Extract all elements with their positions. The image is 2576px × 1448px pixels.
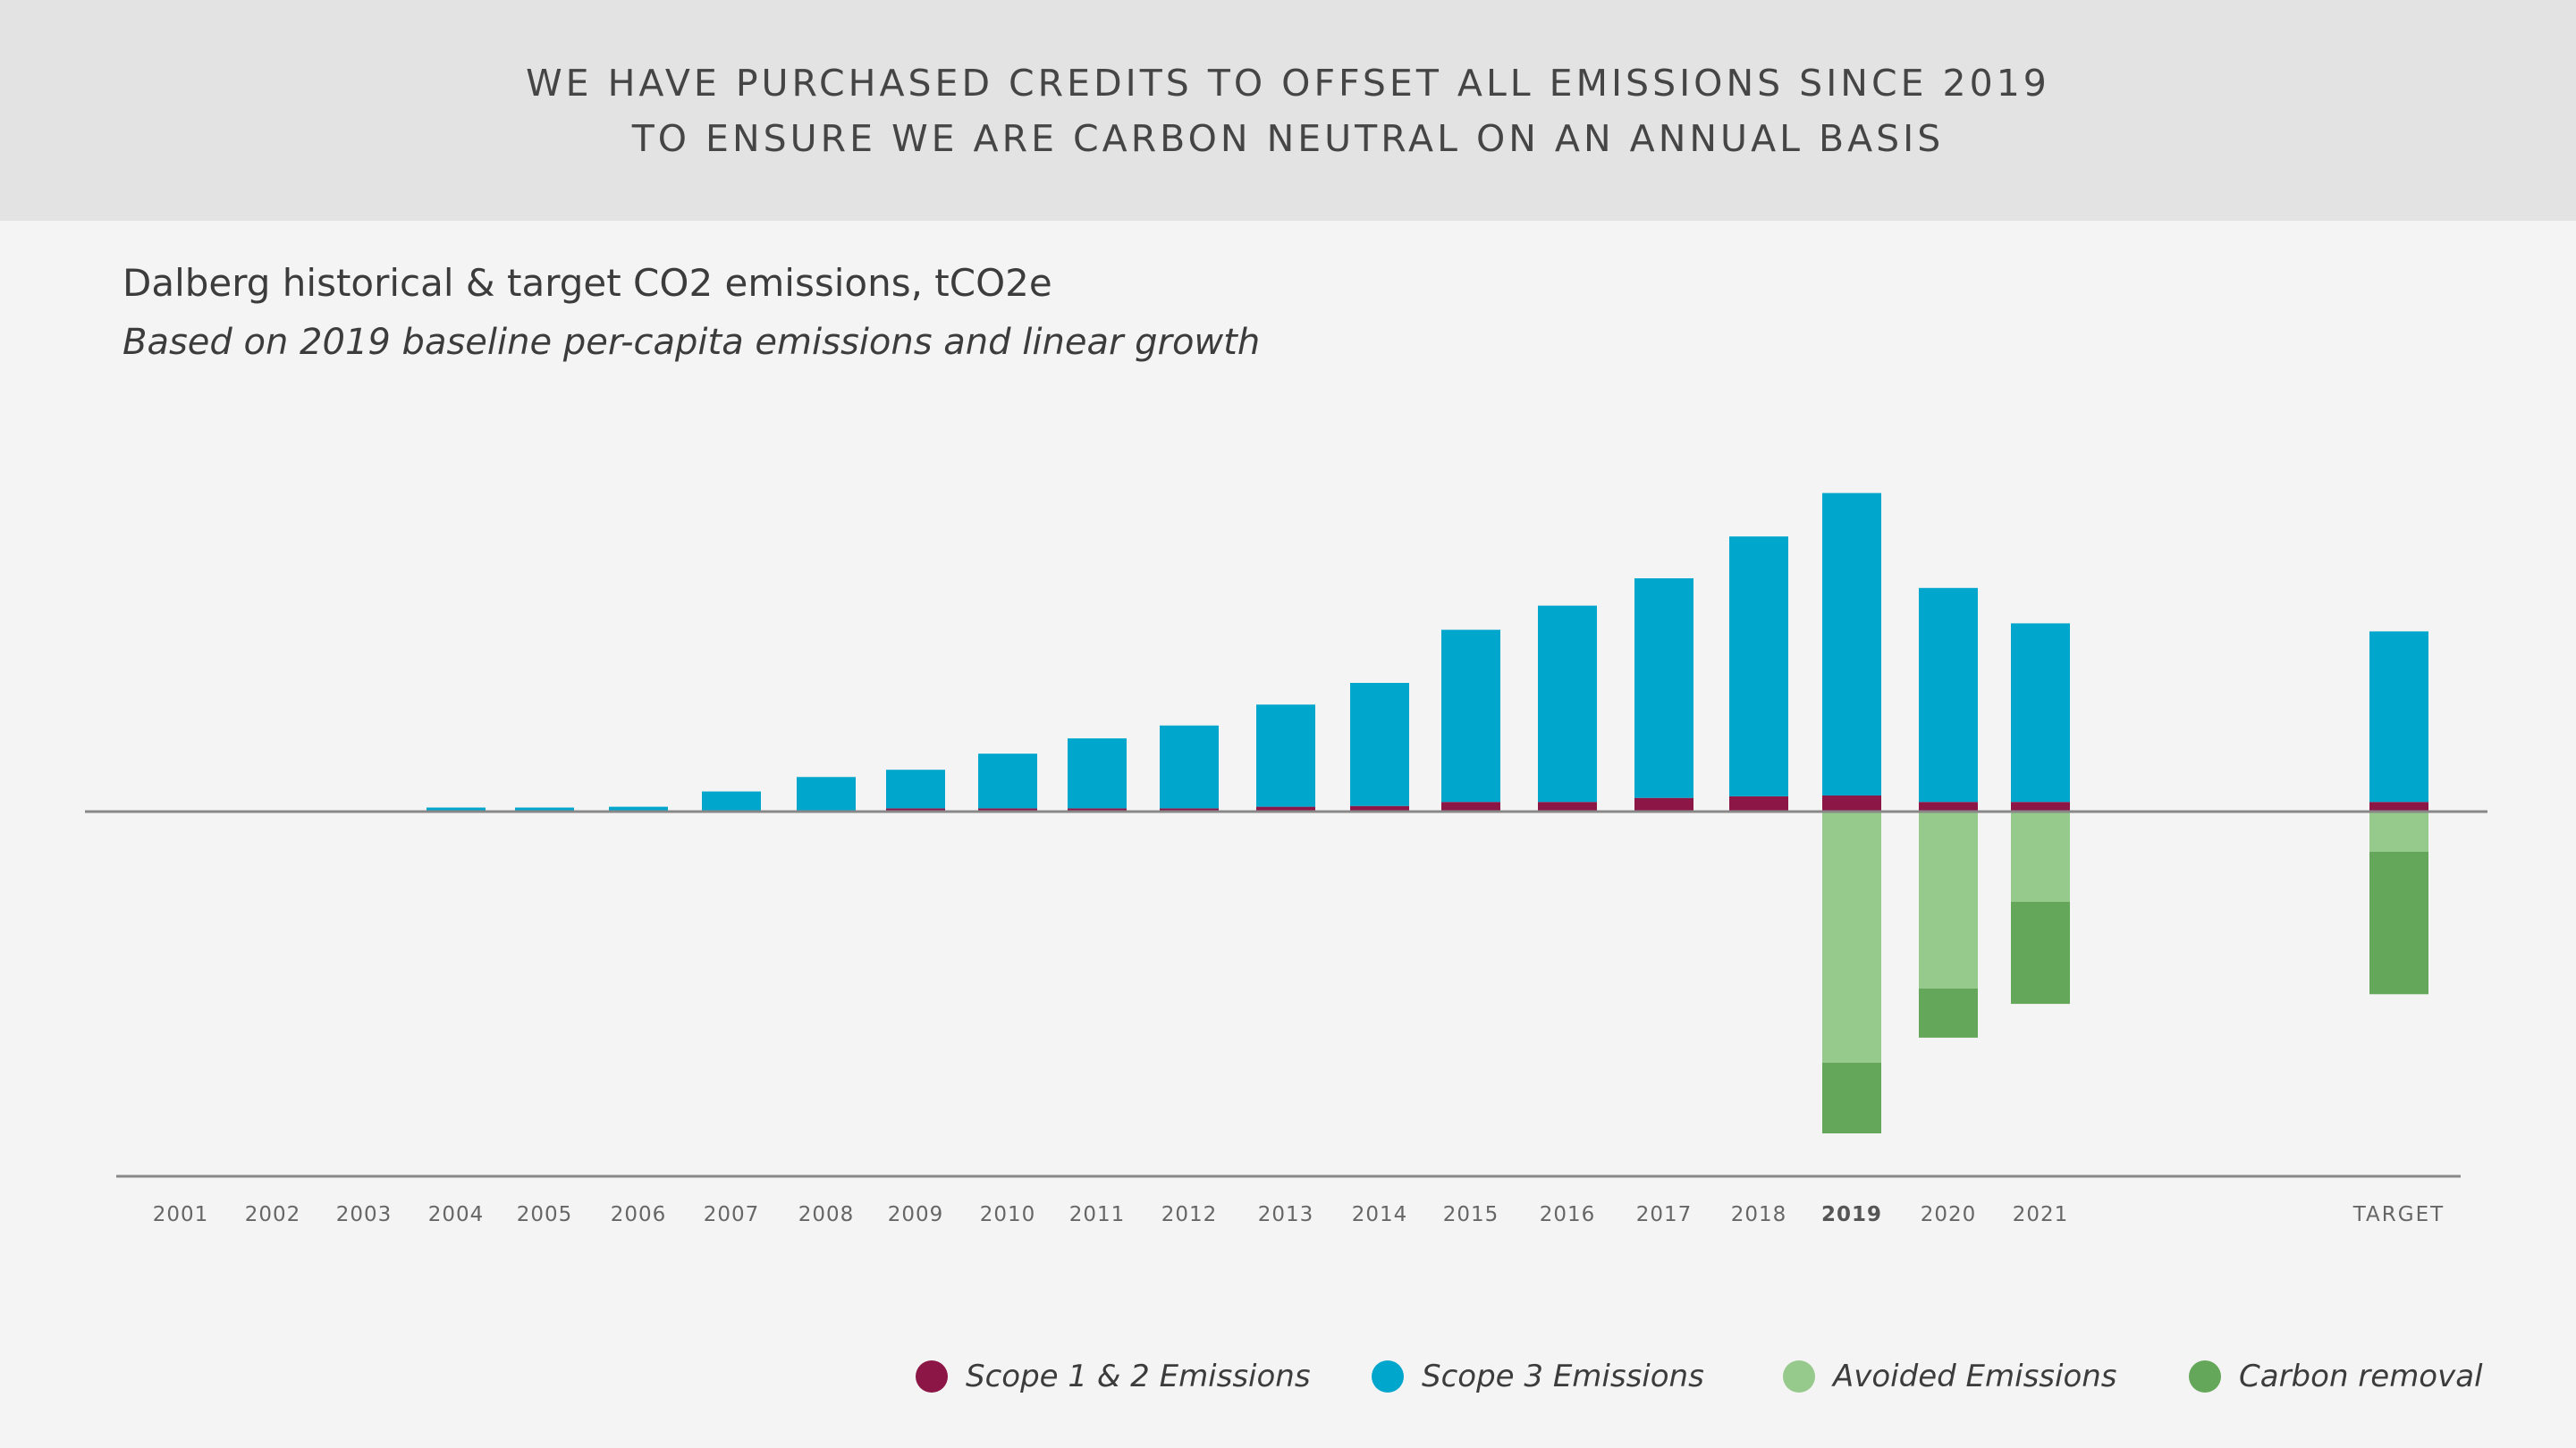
legend-item-removal: Carbon removal [2189, 1351, 2483, 1402]
bar-scope12-2012 [1160, 808, 1219, 812]
bar-scope3-2004 [427, 807, 486, 812]
x-tick-label-2003: 2003 [336, 1203, 393, 1226]
bar-scope3-2012 [1160, 725, 1219, 809]
x-tick-label-2001: 2001 [153, 1203, 209, 1226]
bar-scope3-2015 [1441, 629, 1500, 803]
chart-title: Dalberg historical & target CO2 emission… [122, 261, 1052, 305]
bar-scope3-2020 [1919, 587, 1978, 803]
bar-scope12-2018 [1729, 796, 1788, 812]
bar-avoided-2019 [1822, 812, 1881, 1063]
bar-scope3-2005 [515, 807, 574, 812]
bar-scope12-2016 [1538, 802, 1597, 812]
x-tick-label-2016: 2016 [1540, 1203, 1596, 1226]
x-tick-label-2005: 2005 [517, 1203, 573, 1226]
bar-scope3-target [2369, 631, 2428, 803]
bar-avoided-2020 [1919, 812, 1978, 989]
bar-scope12-target [2369, 802, 2428, 812]
bar-scope12-2017 [1634, 797, 1693, 812]
legend-swatch-avoided [1783, 1360, 1815, 1393]
bar-scope12-2013 [1256, 806, 1315, 812]
x-tick-label-2004: 2004 [428, 1203, 485, 1226]
bar-removal-2020 [1919, 989, 1978, 1038]
x-tick-label-2015: 2015 [1443, 1203, 1499, 1226]
x-tick-label-2007: 2007 [704, 1203, 760, 1226]
chart-subtitle: Based on 2019 baseline per-capita emissi… [122, 322, 1261, 363]
bar-scope3-2007 [702, 791, 761, 812]
legend-swatch-removal [2189, 1360, 2221, 1393]
x-tick-label-2014: 2014 [1352, 1203, 1408, 1226]
banner-line-2: TO ENSURE WE ARE CARBON NEUTRAL ON AN AN… [631, 116, 1945, 160]
x-tick-label-2009: 2009 [888, 1203, 944, 1226]
legend-item-scope3: Scope 3 Emissions [1372, 1351, 1704, 1402]
bar-scope3-2008 [797, 777, 856, 812]
legend-label-scope3: Scope 3 Emissions [1422, 1359, 1704, 1394]
bar-scope3-2006 [609, 806, 668, 812]
bar-removal-target [2369, 852, 2428, 995]
x-tick-label-2019: 2019 [1821, 1203, 1882, 1226]
x-tick-label-2020: 2020 [1921, 1203, 1977, 1226]
bar-scope3-2010 [978, 753, 1037, 809]
x-tick-label-target: TARGET [2352, 1203, 2445, 1226]
bar-scope3-2017 [1634, 578, 1693, 798]
legend-label-avoided: Avoided Emissions [1833, 1359, 2117, 1394]
bar-scope3-2019 [1822, 492, 1881, 796]
x-tick-label-2017: 2017 [1636, 1203, 1693, 1226]
bar-scope3-2021 [2011, 623, 2070, 803]
header-banner: WE HAVE PURCHASED CREDITS TO OFFSET ALL … [0, 0, 2576, 221]
x-tick-label-2006: 2006 [611, 1203, 667, 1226]
bar-scope3-2011 [1068, 738, 1127, 809]
legend-swatch-scope12 [916, 1360, 948, 1393]
bar-avoided-2021 [2011, 812, 2070, 902]
bar-scope12-2009 [886, 808, 945, 812]
bar-scope12-2019 [1822, 796, 1881, 812]
bar-scope12-2014 [1350, 805, 1409, 812]
bar-removal-2021 [2011, 901, 2070, 1005]
x-tick-label-2011: 2011 [1069, 1203, 1126, 1226]
x-tick-label-2002: 2002 [245, 1203, 301, 1226]
legend-item-avoided: Avoided Emissions [1783, 1351, 2117, 1402]
legend-label-removal: Carbon removal [2239, 1359, 2483, 1394]
bar-scope12-2010 [978, 808, 1037, 812]
banner-line-1: WE HAVE PURCHASED CREDITS TO OFFSET ALL … [526, 61, 2050, 105]
bar-scope3-2013 [1256, 704, 1315, 807]
x-tick-label-2008: 2008 [798, 1203, 855, 1226]
x-tick-label-2010: 2010 [980, 1203, 1036, 1226]
legend-label-scope12: Scope 1 & 2 Emissions [966, 1359, 1311, 1394]
bar-scope3-2018 [1729, 536, 1788, 796]
bar-scope12-2015 [1441, 802, 1500, 812]
bar-avoided-target [2369, 812, 2428, 852]
bar-scope3-2016 [1538, 605, 1597, 803]
bar-scope3-2009 [886, 770, 945, 809]
x-tick-label-2013: 2013 [1258, 1203, 1314, 1226]
legend-item-scope12: Scope 1 & 2 Emissions [916, 1351, 1311, 1402]
x-tick-label-2012: 2012 [1161, 1203, 1218, 1226]
bar-scope12-2011 [1068, 808, 1127, 812]
bar-scope12-2020 [1919, 802, 1978, 812]
bar-scope3-2014 [1350, 683, 1409, 806]
x-tick-label-2021: 2021 [2013, 1203, 2069, 1226]
legend-swatch-scope3 [1372, 1360, 1404, 1393]
bar-removal-2019 [1822, 1062, 1881, 1133]
x-tick-label-2018: 2018 [1731, 1203, 1787, 1226]
bar-scope12-2021 [2011, 802, 2070, 812]
